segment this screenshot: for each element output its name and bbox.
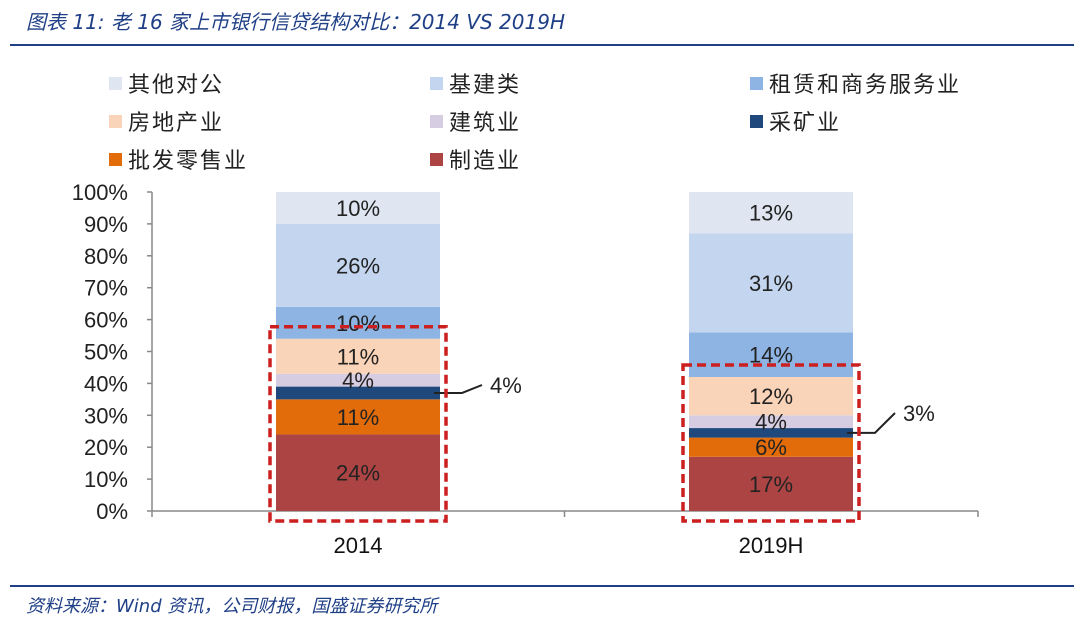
bar-segment-manufacturing bbox=[689, 456, 853, 511]
bar-segment-infrastructure bbox=[689, 233, 853, 333]
bar-segment-real_estate bbox=[276, 338, 440, 374]
y-tick-label: 80% bbox=[84, 244, 128, 269]
data-label-real_estate: 12% bbox=[749, 384, 793, 409]
legend-swatch-infrastructure bbox=[430, 77, 443, 90]
data-label-construction: 4% bbox=[342, 368, 374, 393]
y-tick-label: 50% bbox=[84, 340, 128, 365]
y-tick-label: 70% bbox=[84, 276, 128, 301]
y-tick-label: 60% bbox=[84, 308, 128, 333]
figure-title: 图表 11: 老 16 家上市银行信贷结构对比：2014 VS 2019H bbox=[26, 10, 565, 34]
y-tick-label: 100% bbox=[72, 180, 128, 205]
bar-segment-construction bbox=[689, 415, 853, 429]
bar-segment-other_corporate bbox=[689, 192, 853, 234]
y-tick-label: 90% bbox=[84, 212, 128, 237]
highlight-box bbox=[268, 324, 448, 523]
legend-label-wholesale_retail: 批发零售业 bbox=[128, 149, 248, 174]
x-category-label: 2014 bbox=[334, 533, 383, 558]
callout-label-mining: 3% bbox=[903, 401, 935, 426]
y-tick-label: 20% bbox=[84, 435, 128, 460]
legend-swatch-construction bbox=[430, 115, 443, 128]
legend-label-real_estate: 房地产业 bbox=[128, 111, 224, 136]
data-label-manufacturing: 17% bbox=[749, 472, 793, 497]
y-tick-label: 0% bbox=[96, 499, 128, 524]
data-label-real_estate: 11% bbox=[337, 344, 379, 369]
callout-line bbox=[434, 384, 483, 394]
legend-swatch-other_corporate bbox=[109, 77, 122, 90]
legend-label-manufacturing: 制造业 bbox=[449, 149, 521, 174]
legend-swatch-mining bbox=[750, 115, 763, 128]
data-label-infrastructure: 26% bbox=[336, 253, 380, 278]
legend-swatch-leasing_business bbox=[750, 77, 763, 90]
source-rule bbox=[10, 585, 1074, 587]
y-tick-label: 40% bbox=[84, 371, 128, 396]
bar-segment-infrastructure bbox=[276, 223, 440, 307]
bar-segment-real_estate bbox=[689, 377, 853, 416]
data-label-infrastructure: 31% bbox=[749, 271, 793, 296]
data-label-leasing_business: 10% bbox=[336, 311, 380, 336]
data-label-manufacturing: 24% bbox=[336, 461, 380, 486]
legend-label-infrastructure: 基建类 bbox=[449, 73, 521, 98]
source-note: 资料来源：Wind 资讯，公司财报，国盛证券研究所 bbox=[26, 596, 438, 617]
data-label-other_corporate: 13% bbox=[749, 201, 793, 226]
legend-swatch-manufacturing bbox=[430, 153, 443, 166]
legend-label-other_corporate: 其他对公 bbox=[128, 73, 224, 98]
bar-segment-manufacturing bbox=[276, 434, 440, 511]
callout-line bbox=[847, 412, 896, 434]
x-category-label: 2019H bbox=[739, 533, 804, 558]
bar-segment-other_corporate bbox=[276, 192, 440, 224]
y-tick-label: 30% bbox=[84, 403, 128, 428]
bar-segment-mining bbox=[276, 386, 440, 400]
bar-segment-construction bbox=[276, 373, 440, 387]
title-rule bbox=[10, 44, 1074, 46]
bar-segment-leasing_business bbox=[276, 306, 440, 339]
legend-swatch-real_estate bbox=[109, 115, 122, 128]
y-tick-label: 10% bbox=[84, 467, 128, 492]
data-label-wholesale_retail: 6% bbox=[755, 435, 787, 460]
legend-label-construction: 建筑业 bbox=[449, 111, 521, 136]
data-label-other_corporate: 10% bbox=[336, 196, 380, 221]
legend-swatch-wholesale_retail bbox=[109, 153, 122, 166]
bar-segment-wholesale_retail bbox=[689, 437, 853, 457]
data-label-wholesale_retail: 11% bbox=[337, 405, 379, 430]
callout-label-mining: 4% bbox=[490, 373, 522, 398]
legend-label-mining: 采矿业 bbox=[769, 111, 841, 136]
bar-segment-wholesale_retail bbox=[276, 399, 440, 435]
data-label-construction: 4% bbox=[755, 410, 787, 435]
bar-segment-mining bbox=[689, 428, 853, 438]
highlight-box bbox=[681, 363, 861, 523]
bar-segment-leasing_business bbox=[689, 332, 853, 378]
legend-label-leasing_business: 租赁和商务服务业 bbox=[769, 73, 961, 98]
